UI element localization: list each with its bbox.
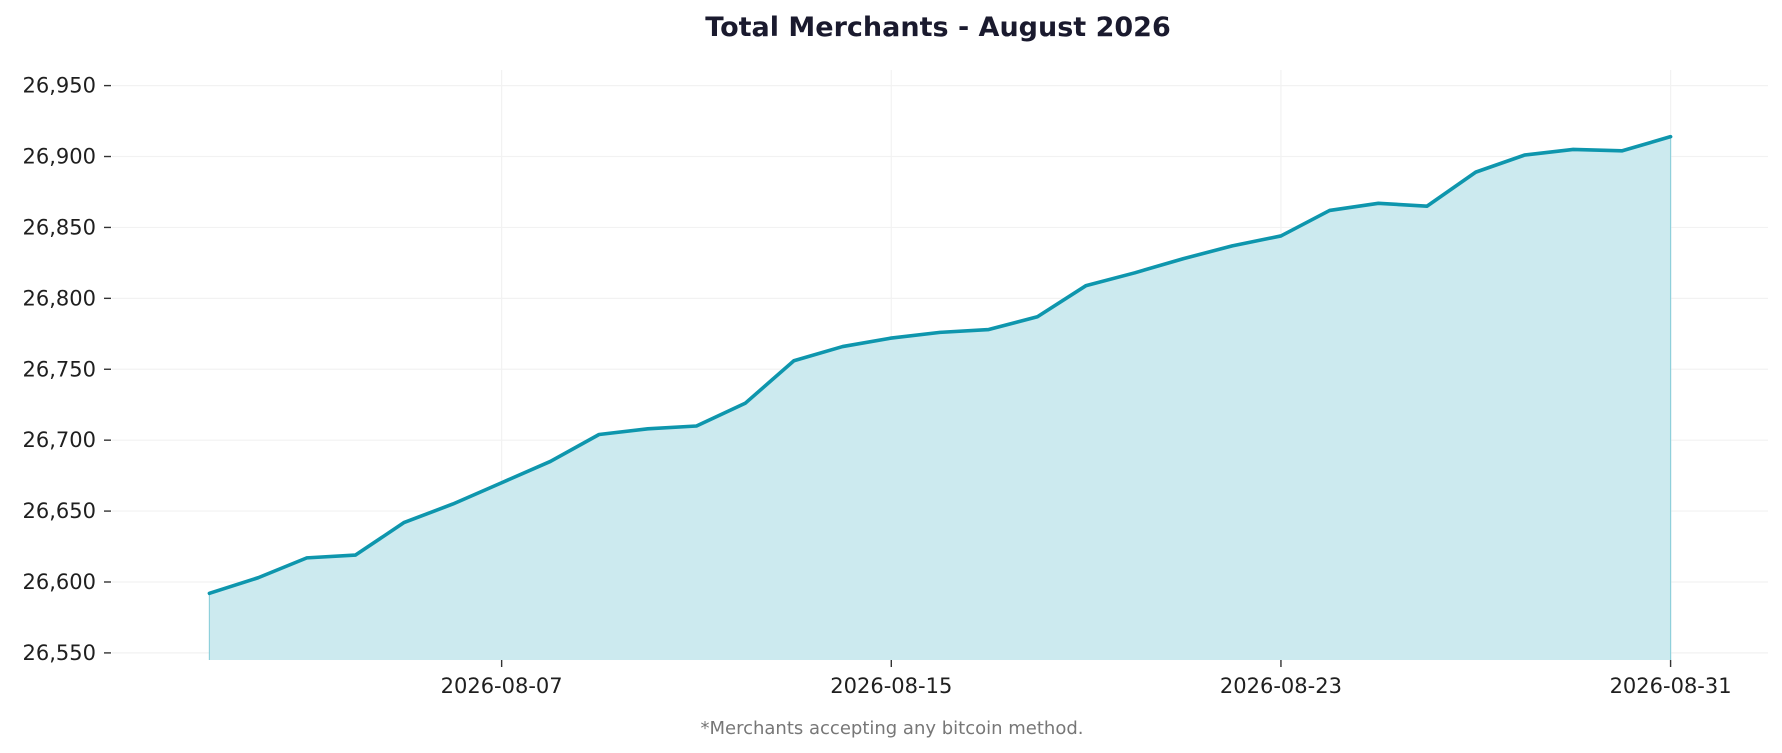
x-tick-label: 2026-08-31 [1610,674,1732,698]
y-tick-label: 26,700 [23,428,96,452]
data-point-2026-08-20 [1133,271,1137,275]
data-point-2026-08-24 [1328,208,1332,212]
data-point-2026-08-12 [743,401,747,405]
y-tick-label: 26,850 [23,215,96,239]
series-area [209,136,1671,660]
data-points [207,135,1673,595]
y-tick-label: 26,750 [23,357,96,381]
x-tick-label: 2026-08-23 [1220,674,1342,698]
chart-title: Total Merchants - August 2026 [705,12,1171,43]
data-point-2026-08-02 [256,576,260,580]
data-point-2026-08-09 [597,432,601,436]
data-point-2026-08-08 [548,459,552,463]
footnote: *Merchants accepting any bitcoin method. [700,718,1083,739]
y-tick-label: 26,800 [23,286,96,310]
y-tick-label: 26,900 [23,145,96,169]
data-point-2026-08-29 [1571,147,1575,151]
data-point-2026-08-25 [1376,201,1380,205]
data-point-2026-08-04 [354,553,358,557]
data-point-2026-08-11 [694,424,698,428]
data-point-2026-08-03 [305,556,309,560]
y-tick-label: 26,950 [23,74,96,98]
data-point-2026-08-21 [1182,257,1186,261]
data-point-2026-08-14 [841,345,845,349]
data-point-2026-08-23 [1279,234,1283,238]
data-point-2026-08-30 [1620,149,1624,153]
data-point-2026-08-15 [889,336,893,340]
data-point-2026-08-13 [792,359,796,363]
data-point-2026-08-17 [987,328,991,332]
data-point-2026-08-01 [207,591,211,595]
data-point-2026-08-16 [938,330,942,334]
y-tick-label: 26,600 [23,570,96,594]
data-point-2026-08-22 [1230,244,1234,248]
data-point-2026-08-07 [500,481,504,485]
x-tick-label: 2026-08-07 [441,674,563,698]
y-axis: 26,550 26,600 26,650 26,700 26,750 26,800 26,8… [23,74,111,665]
area-layer [208,136,1672,660]
data-point-2026-08-28 [1522,153,1526,157]
data-point-2026-08-10 [646,427,650,431]
data-point-2026-08-06 [451,502,455,506]
x-axis: 2026-08-07 2026-08-15 2026-08-23 2026-08-31 [441,660,1732,698]
y-tick-label: 26,650 [23,499,96,523]
x-tick-label: 2026-08-15 [830,674,952,698]
data-point-2026-08-18 [1035,315,1039,319]
data-point-2026-08-31 [1669,135,1673,139]
data-point-2026-08-19 [1084,284,1088,288]
data-point-2026-08-27 [1474,170,1478,174]
data-point-2026-08-26 [1425,204,1429,208]
y-tick-label: 26,550 [23,641,96,665]
data-point-2026-08-05 [402,520,406,524]
